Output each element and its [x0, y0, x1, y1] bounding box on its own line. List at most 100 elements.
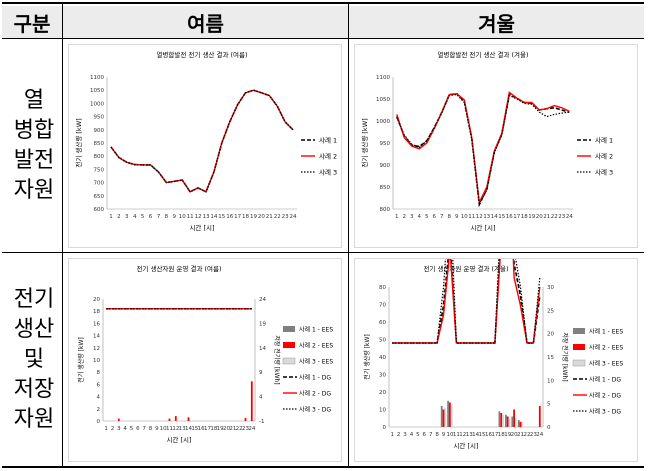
y2-tick-label: 19 — [259, 321, 266, 327]
chart-panel-chp-summer: 열병합발전 전기 생산 결과 (여름) 1100 1050 1000 950 900 850… — [68, 44, 342, 248]
ees-bar — [500, 413, 503, 427]
x-tick-label: 21 — [229, 426, 236, 432]
x-tick-label: 8 — [435, 432, 439, 438]
x-tick-label: 23 — [530, 432, 537, 438]
y2-tick-label: 25 — [547, 308, 554, 314]
row-label-chp-line: 발전 — [13, 148, 55, 173]
x-tick-label: 12 — [459, 432, 466, 438]
legend-swatch — [283, 326, 295, 332]
x-tick-label: 1 — [109, 214, 113, 220]
y-tick-label: 1000 — [90, 101, 104, 107]
row-label-chp-line: 열 — [23, 88, 45, 113]
series-line-2 — [110, 89, 294, 193]
y-tick-label: 40 — [379, 355, 386, 361]
x-tick-label: 19 — [217, 426, 224, 432]
y-tick-label: 70 — [379, 303, 386, 309]
legend-label: 사례 3 — [319, 168, 337, 177]
x-tick-label: 18 — [521, 214, 528, 220]
row-label-res-line: 및 — [23, 347, 45, 372]
ees-bar — [444, 407, 447, 428]
x-tick-label: 9 — [155, 426, 159, 432]
ees-bar — [506, 416, 509, 427]
legend-label: 사례 1 — [319, 136, 337, 145]
x-tick-label: 22 — [523, 432, 530, 438]
x-tick-label: 20 — [511, 432, 518, 438]
chart-chp-winter: 열병합발전 전기 생산 결과 (겨울) 1100 1050 1000 950 900 850… — [360, 50, 613, 232]
header-category: 구분 — [2, 6, 62, 38]
y-tick-label: 1000 — [376, 119, 390, 125]
row-label-chp-line: 자원 — [13, 178, 55, 203]
x-tick-label: 14 — [491, 214, 498, 220]
legend-label: 사례 1 - EES — [589, 328, 623, 336]
x-tick-label: 2 — [111, 426, 115, 432]
y2-axis-label: 저장 전기량 [kWh] — [273, 335, 281, 384]
ees-bar — [515, 418, 517, 428]
y-tick-label: 14 — [93, 334, 100, 340]
x-tick-label: 6 — [423, 432, 427, 438]
x-tick-label: 17 — [234, 214, 241, 220]
y-tick-label: 800 — [380, 207, 391, 213]
y-axis-label: 전기 생산량 [kW] — [74, 118, 83, 167]
ees-bar — [447, 400, 449, 428]
legend-swatch — [573, 328, 585, 334]
x-tick-label: 4 — [123, 426, 127, 432]
legend-label: 사례 3 - EES — [589, 360, 623, 368]
x-tick-label: 5 — [130, 426, 134, 432]
ees-bar — [521, 421, 524, 428]
y2-tick-label: 20 — [547, 332, 554, 338]
y-axis-label: 전기 생산량 [kW] — [77, 337, 85, 383]
legend-swatch — [282, 357, 296, 365]
ees-bar — [244, 417, 247, 421]
x-tick-label: 21 — [517, 432, 524, 438]
x-tick-label: 9 — [455, 214, 459, 220]
legend-label: 사례 3 - DG — [589, 408, 621, 416]
legend-label: 사례 3 — [595, 168, 613, 177]
y2-tick-label: 0 — [547, 425, 551, 431]
ees-bar — [502, 414, 504, 428]
table-top-rule — [2, 2, 644, 4]
x-tick-label: 17 — [491, 432, 498, 438]
ees-bar — [517, 420, 520, 427]
series-line-3 — [110, 89, 294, 193]
column-divider-1 — [62, 2, 63, 468]
x-tick-label: 16 — [198, 426, 205, 432]
x-tick-label: 17 — [513, 214, 520, 220]
legend-label: 사례 2 - EES — [589, 344, 623, 352]
x-tick-label: 21 — [266, 214, 273, 220]
x-tick-label: 13 — [466, 432, 473, 438]
x-tick-label: 7 — [429, 432, 433, 438]
x-tick-label: 4 — [133, 214, 137, 220]
ees-bar — [513, 409, 515, 427]
y-tick-label: 650 — [94, 194, 105, 200]
chart-title: 열병합발전 전기 생산 결과 (여름) — [156, 50, 247, 59]
x-tick-label: 15 — [218, 214, 225, 220]
y-tick-label: 20 — [93, 297, 100, 303]
legend-label: 사례 1 - EES — [299, 326, 333, 334]
ees-bar — [442, 409, 445, 427]
legend-label: 사례 1 - DG — [299, 374, 331, 382]
x-tick-label: 4 — [410, 432, 414, 438]
x-tick-label: 1 — [390, 432, 394, 438]
y-tick-label: 950 — [94, 115, 105, 121]
y2-tick-label: 30 — [547, 285, 554, 291]
y-tick-label: 6 — [97, 382, 101, 388]
y2-tick-label: -1 — [259, 419, 264, 425]
y-axis-label: 전기 생산량 [kW] — [360, 118, 369, 167]
x-tick-label: 19 — [528, 214, 535, 220]
y-tick-label: 900 — [94, 128, 105, 134]
y-tick-label: 60 — [379, 320, 386, 326]
legend-label: 사례 1 — [595, 136, 613, 145]
x-tick-label: 9 — [173, 214, 177, 220]
x-tick-label: 9 — [442, 432, 446, 438]
y-tick-label: 30 — [379, 373, 386, 379]
y-tick-label: 1050 — [90, 88, 104, 94]
x-tick-label: 5 — [425, 214, 429, 220]
x-tick-label: 22 — [236, 426, 243, 432]
x-tick-label: 23 — [282, 214, 289, 220]
column-divider-2 — [348, 2, 349, 468]
ees-bar — [508, 418, 511, 428]
y-tick-label: 1050 — [376, 97, 390, 103]
x-tick-label: 18 — [498, 432, 505, 438]
row-divider — [2, 252, 644, 253]
x-tick-label: 11 — [468, 214, 475, 220]
